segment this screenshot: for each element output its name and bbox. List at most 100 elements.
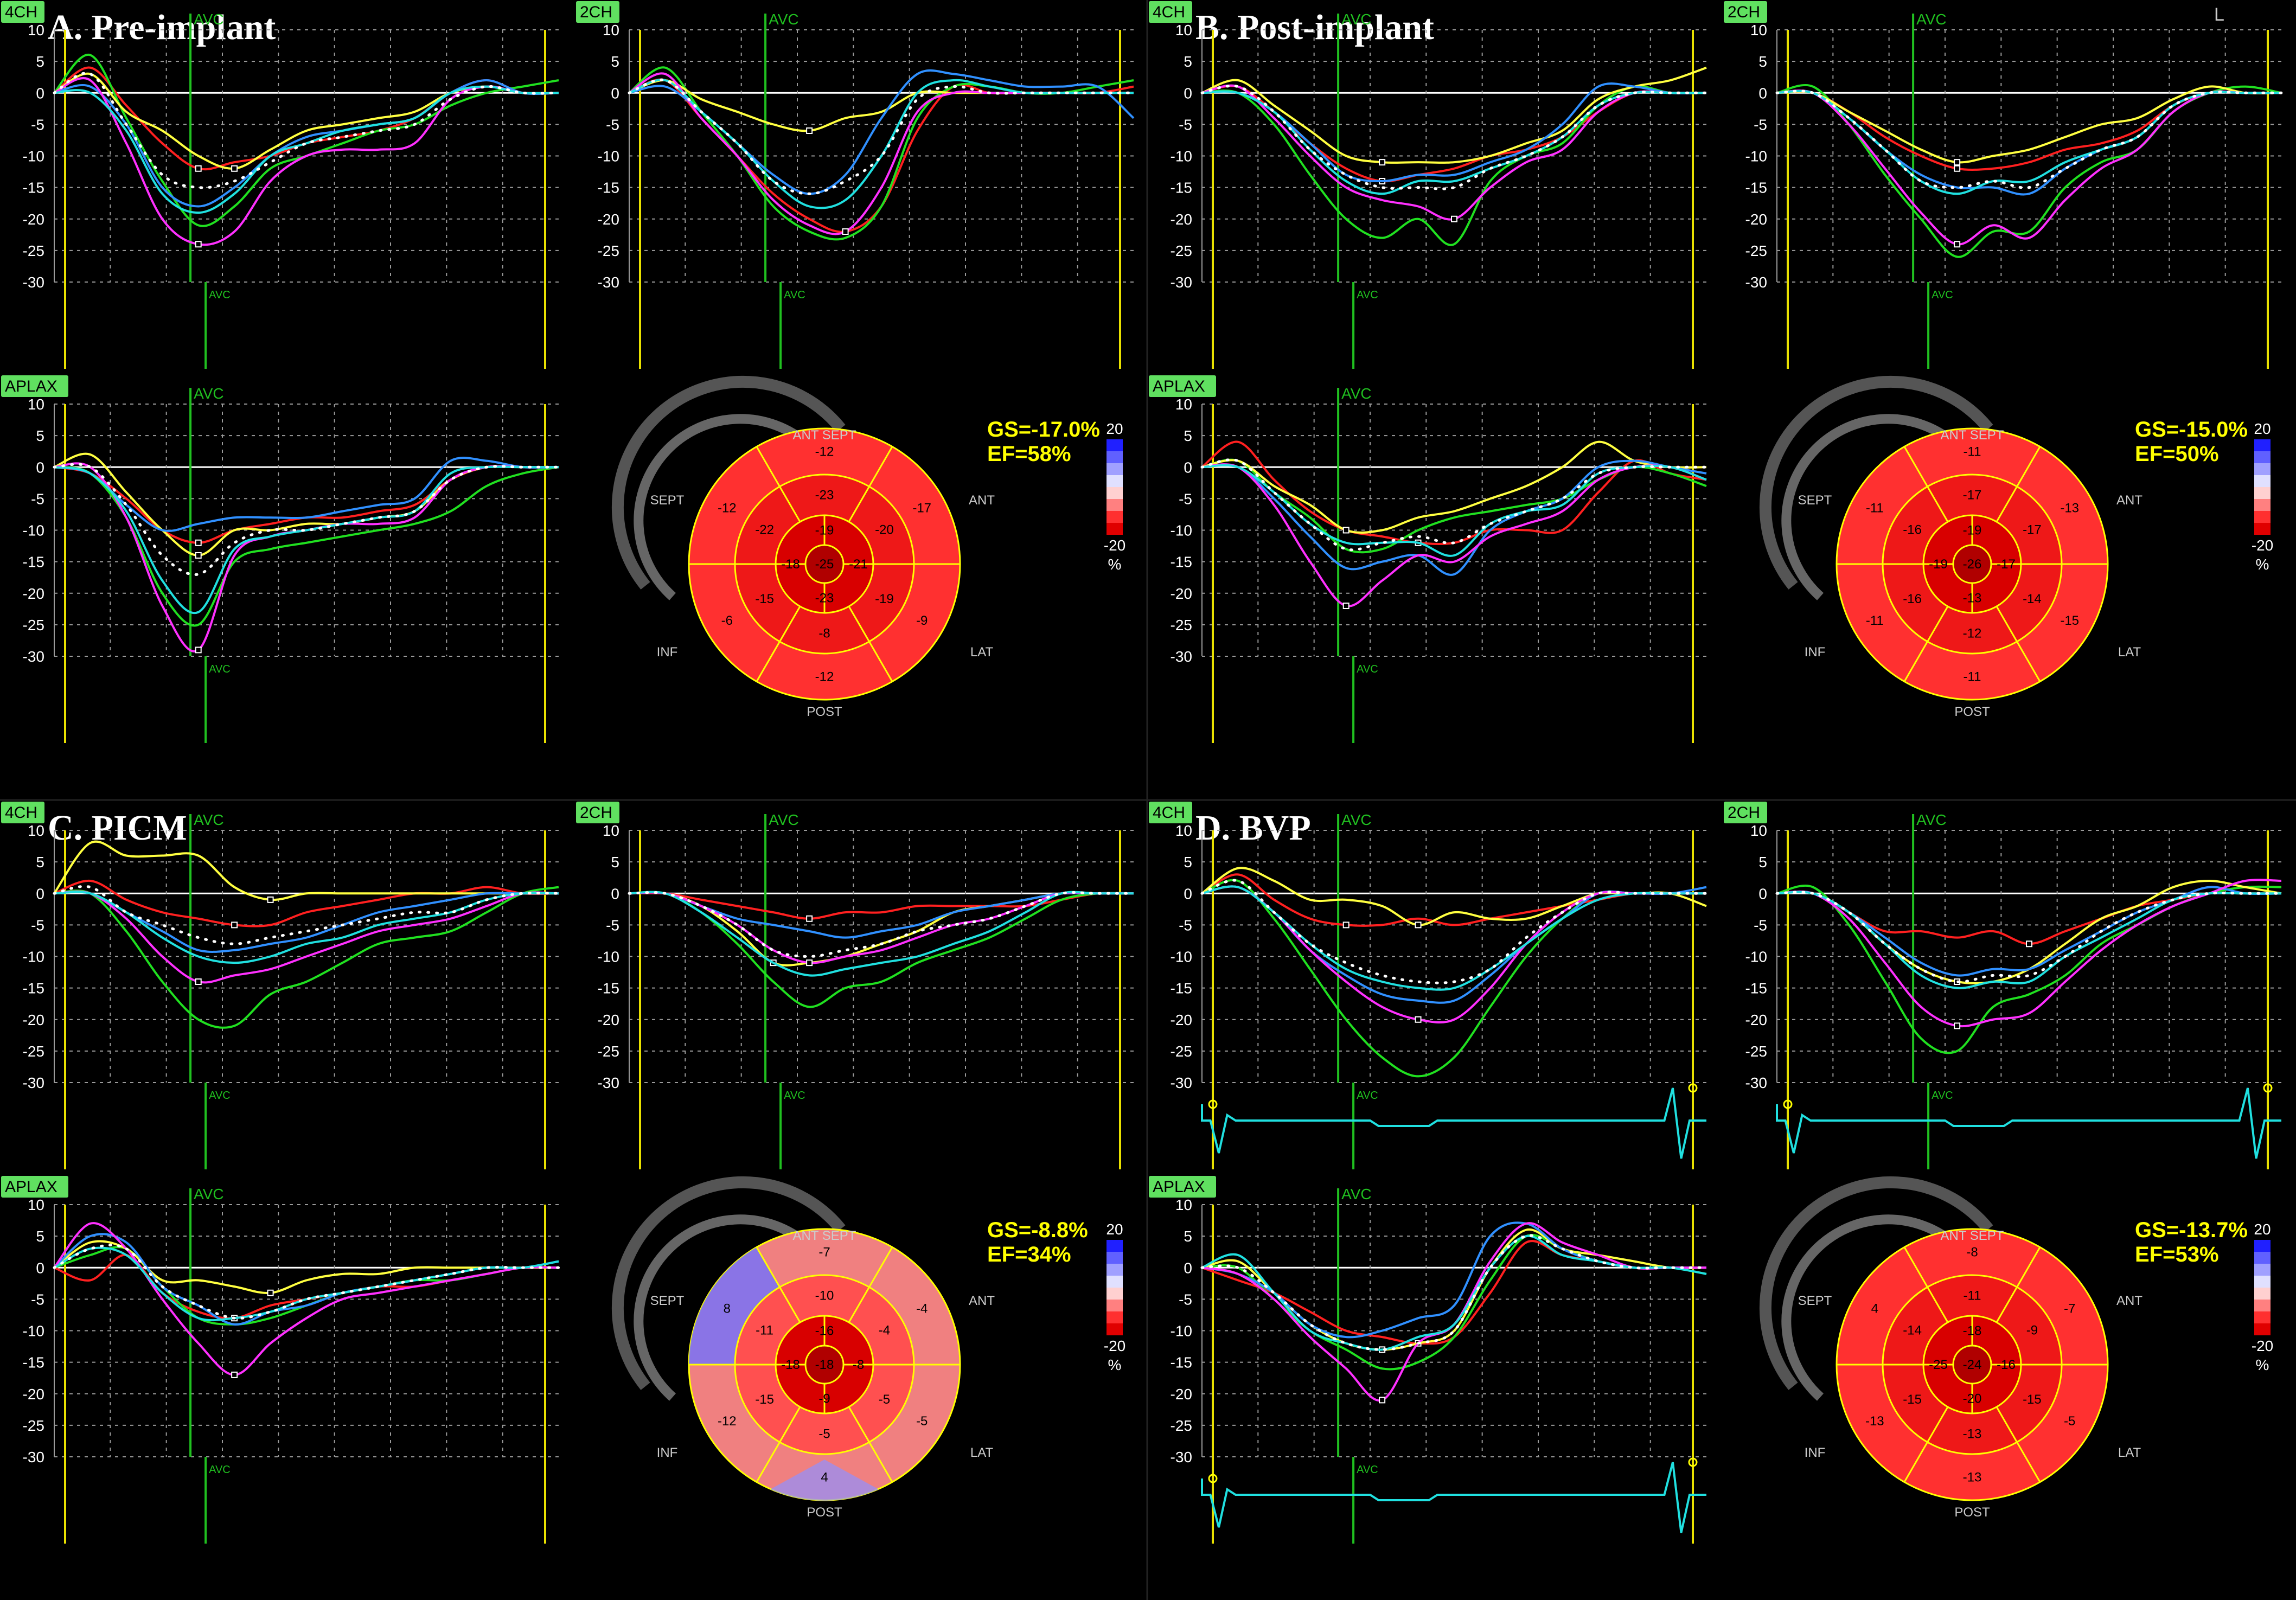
orientation-lat: LAT — [970, 645, 994, 660]
scale-swatch — [1107, 1311, 1123, 1323]
y-tick-label: 5 — [611, 854, 619, 871]
avc-label: AVC — [1916, 11, 1947, 28]
scale-swatch — [2254, 1311, 2271, 1323]
segment-value-apex: -24 — [1963, 1358, 1982, 1372]
segment-value-basal: -5 — [916, 1414, 928, 1429]
view-tag-box — [1, 1176, 68, 1198]
segment-divider — [1903, 606, 1949, 682]
peak-marker — [195, 165, 202, 172]
strain-curve — [1201, 66, 1707, 164]
peak-marker — [1379, 159, 1386, 166]
segment-value-mid: -20 — [875, 522, 894, 537]
segment-value-basal: -12 — [718, 1414, 737, 1429]
y-tick-label: 0 — [611, 85, 619, 101]
y-tick-label: -30 — [1171, 1074, 1192, 1091]
scale-swatch — [2254, 1276, 2271, 1288]
view-tag-label: APLAX — [1153, 1178, 1205, 1196]
segment-value-apical: -19 — [1963, 523, 1982, 538]
panel-title: D. BVP — [1195, 808, 1311, 848]
y-tick-label: 10 — [1175, 22, 1192, 39]
y-tick-label: -10 — [1171, 148, 1192, 165]
y-tick-label: 10 — [1175, 1196, 1192, 1213]
ecg-trace — [1201, 1087, 1706, 1159]
view-arc-inner — [634, 1214, 811, 1401]
y-tick-label: 0 — [1758, 85, 1767, 101]
y-tick-label: 5 — [1758, 53, 1767, 70]
scale-unit: % — [1108, 1356, 1122, 1373]
avc-label-small: AVC — [209, 289, 231, 301]
peak-marker — [195, 539, 202, 546]
scale-swatch — [1107, 439, 1123, 451]
panel-title: A. Pre-implant — [48, 8, 276, 47]
view-tag-label: 4CH — [5, 804, 37, 822]
avc-label: AVC — [769, 811, 799, 828]
scale-bottom-label: -20 — [2252, 1337, 2273, 1354]
y-tick-label: -20 — [23, 211, 44, 228]
y-tick-label: 10 — [28, 396, 44, 413]
avc-label: AVC — [194, 1186, 224, 1202]
y-tick-label: 10 — [1750, 22, 1767, 39]
scale-swatch — [2254, 1288, 2271, 1300]
scale-swatch — [1107, 499, 1123, 511]
avc-label-small: AVC — [784, 289, 805, 301]
segment-value-apex: -25 — [815, 557, 834, 572]
segment-divider — [756, 1246, 801, 1323]
segment-value-mid: -5 — [818, 1427, 830, 1442]
global-strain: GS=-13.7% — [2135, 1218, 2248, 1242]
peak-marker — [195, 978, 202, 985]
view-arc-inner — [634, 414, 811, 600]
scale-swatch — [1107, 1300, 1123, 1311]
strain-curve — [54, 79, 559, 208]
peak-marker — [267, 1289, 274, 1296]
bullseye-positive-region — [770, 1460, 879, 1501]
strain-curve — [629, 891, 1134, 1008]
y-tick-label: -10 — [1171, 522, 1192, 539]
peak-marker — [842, 228, 849, 235]
segment-value-mid: -10 — [815, 1289, 834, 1303]
scale-bottom-label: -20 — [1104, 537, 1125, 554]
view-tag-box — [1149, 375, 1216, 397]
y-tick-label: -20 — [1171, 1012, 1192, 1028]
view-tag-box — [1, 375, 68, 397]
avc-label: AVC — [1341, 11, 1372, 28]
y-tick-label: -20 — [598, 211, 619, 228]
peak-marker — [195, 552, 202, 559]
y-tick-label: -20 — [1171, 585, 1192, 602]
segment-value-mid: -11 — [1964, 1289, 1981, 1303]
view-arc — [611, 375, 846, 590]
view-tag-box — [1724, 1, 1767, 23]
peak-marker — [231, 1371, 238, 1378]
peak-marker — [2026, 940, 2032, 948]
segment-divider — [1996, 606, 2041, 682]
segment-value-basal: -7 — [2064, 1301, 2075, 1316]
ecg-trace — [1776, 1087, 2281, 1159]
segment-divider — [848, 446, 893, 522]
view-tag-box — [1149, 1, 1192, 23]
scale-swatch — [1107, 1252, 1123, 1264]
strain-curve — [54, 1246, 559, 1322]
peak-marker — [1954, 159, 1961, 166]
view-tag-label: 2CH — [1728, 3, 1760, 21]
mean-strain-curve — [1200, 879, 1708, 984]
segment-value-mid: -14 — [2023, 592, 2042, 606]
segment-value-mid: -8 — [818, 626, 830, 641]
orientation-sept: SEPT — [1798, 1294, 1832, 1308]
strain-curve — [629, 892, 1134, 920]
strain-curve — [53, 54, 559, 227]
mean-strain-curve — [53, 463, 560, 576]
peak-marker — [1342, 527, 1350, 534]
segment-value-apical: -20 — [1963, 1392, 1982, 1406]
y-tick-label: -5 — [1754, 116, 1767, 133]
y-tick-label: 10 — [28, 22, 44, 39]
bullseye-positive-region — [689, 1247, 781, 1365]
y-tick-label: -15 — [598, 980, 619, 997]
y-tick-label: -15 — [1171, 1354, 1192, 1371]
ecg-marker — [1208, 1474, 1218, 1483]
avc-label-small: AVC — [209, 663, 231, 675]
